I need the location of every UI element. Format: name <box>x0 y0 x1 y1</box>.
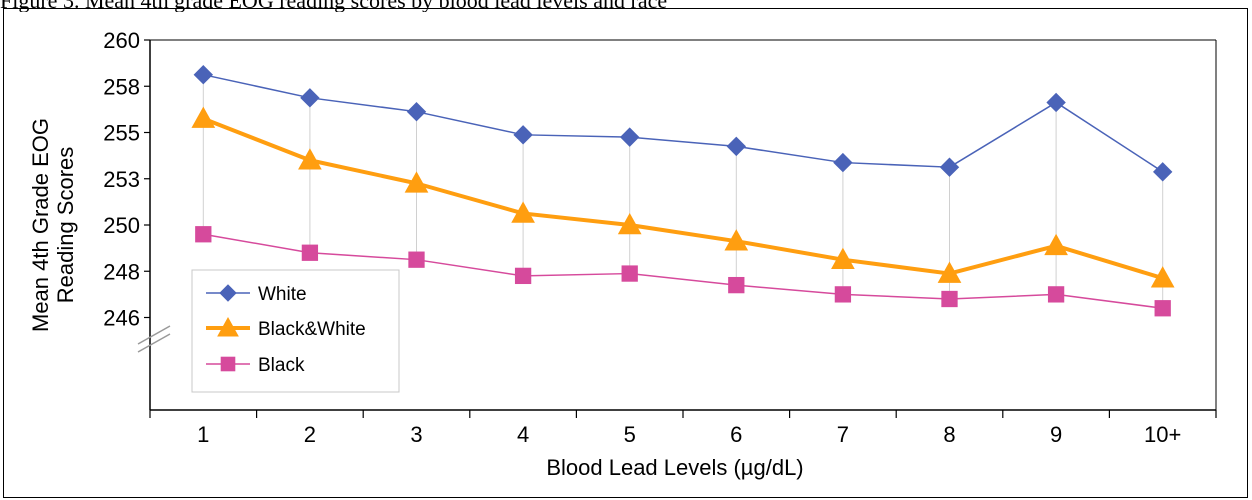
x-tick-label: 4 <box>517 422 529 447</box>
y-axis-title-line-2: Reading Scores <box>53 147 78 304</box>
data-point <box>937 261 962 283</box>
x-tick-label: 9 <box>1050 422 1062 447</box>
y-tick-label: 246 <box>103 306 140 331</box>
data-point <box>1150 266 1175 288</box>
series-black <box>195 226 1171 317</box>
legend-marker <box>217 316 239 337</box>
data-point <box>1044 233 1068 256</box>
data-point <box>191 106 216 128</box>
series-line <box>203 73 1164 173</box>
data-point <box>1047 286 1065 303</box>
chart-frame <box>3 8 1248 498</box>
data-point <box>513 125 533 145</box>
legend-marker <box>219 284 237 302</box>
y-axis-title: Mean 4th Grade EOG Reading Scores <box>28 118 78 332</box>
y-tick-label: 255 <box>103 121 140 146</box>
series-white <box>193 64 1173 182</box>
x-tick-label: 5 <box>624 422 636 447</box>
x-tick-label: 7 <box>837 422 849 447</box>
y-tick-label: 253 <box>103 167 140 192</box>
data-point <box>834 286 852 303</box>
data-point <box>301 244 319 261</box>
data-point <box>1154 300 1171 317</box>
data-point <box>831 247 855 269</box>
data-point <box>404 171 429 193</box>
x-axis-title: Blood Lead Levels (µg/dL) <box>546 455 803 480</box>
legend-label: Black&White <box>258 319 366 340</box>
data-point <box>617 212 642 235</box>
data-point <box>408 251 425 268</box>
data-point <box>941 290 958 308</box>
series-layer <box>191 64 1175 317</box>
series-black-white <box>191 106 1175 288</box>
data-point <box>406 101 427 122</box>
y-tick-label: 248 <box>103 259 140 284</box>
legend: White Black&White Black <box>191 269 400 393</box>
data-point <box>1046 92 1066 113</box>
y-ticks: 260 258 255 253 250 248 246 <box>103 28 150 331</box>
data-point <box>728 276 745 294</box>
data-point <box>300 88 320 108</box>
x-tick-label: 2 <box>304 422 316 447</box>
data-point <box>724 229 749 251</box>
data-point <box>833 152 853 173</box>
x-tick-label: 1 <box>197 422 209 447</box>
data-point <box>621 265 638 282</box>
data-point <box>298 148 322 170</box>
data-point <box>939 157 960 177</box>
data-point <box>195 226 212 243</box>
x-tick-label: 8 <box>943 422 955 447</box>
data-point <box>511 201 535 223</box>
y-tick-label: 258 <box>103 74 140 99</box>
series-line <box>202 116 1164 281</box>
data-point <box>514 267 532 285</box>
y-axis-title-line-1: Mean 4th Grade EOG <box>28 118 53 332</box>
legend-label: Black <box>258 355 305 376</box>
x-tick-label: 10+ <box>1144 422 1181 447</box>
y-tick-label: 260 <box>103 28 140 53</box>
data-point <box>1152 162 1173 182</box>
x-ticks: 1 2 3 4 5 6 7 8 9 10+ <box>149 410 1217 447</box>
legend-marker <box>220 356 236 372</box>
data-point <box>619 127 640 147</box>
data-point <box>726 136 747 157</box>
series-line <box>203 233 1163 309</box>
x-tick-label: 3 <box>410 422 422 447</box>
figure-caption: Figure 3. Mean 4th grade EOG reading sco… <box>0 0 1252 12</box>
x-tick-label: 6 <box>730 422 742 447</box>
data-point <box>193 64 214 85</box>
y-tick-label: 250 <box>103 213 140 238</box>
legend-label: White <box>258 284 307 305</box>
axis-break-icon <box>137 325 171 353</box>
